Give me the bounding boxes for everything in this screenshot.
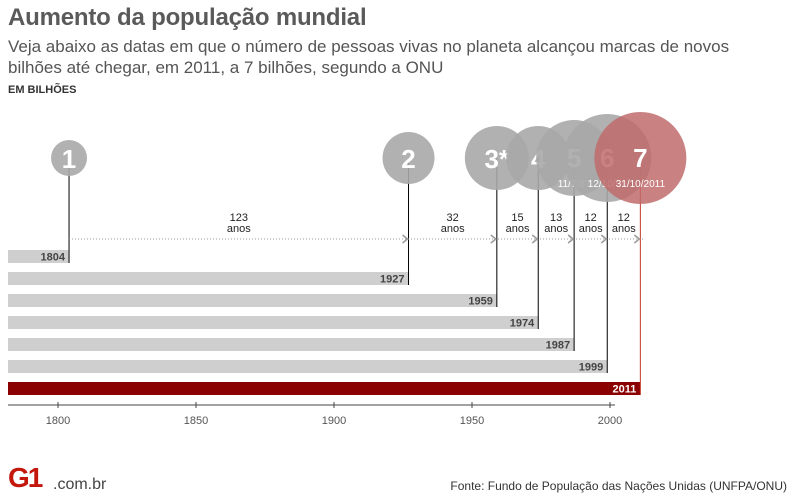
interval-unit: anos: [506, 223, 530, 235]
bar-year-label: 2011: [612, 384, 636, 396]
milestone-number: 2: [401, 144, 415, 174]
interval-unit: anos: [227, 223, 251, 235]
interval-unit: anos: [441, 223, 465, 235]
timeline-arrow: [567, 234, 575, 244]
population-chart: 1804192719591974198719992011123anos32ano…: [8, 112, 687, 427]
interval-unit: anos: [544, 223, 568, 235]
chart-subtitle: Veja abaixo as datas em que o número de …: [8, 37, 730, 77]
timeline-arrow: [490, 234, 498, 244]
bar: [8, 316, 539, 329]
bar: [8, 360, 608, 373]
interval-value: 32: [447, 212, 459, 224]
interval-value: 12: [585, 212, 597, 224]
milestone-number: 1: [62, 144, 76, 174]
interval-unit: anos: [579, 223, 603, 235]
g1-logo-domain: .com.br: [53, 476, 107, 493]
interval-unit: anos: [612, 223, 636, 235]
timeline-arrow: [600, 234, 608, 244]
timeline-arrow: [531, 234, 539, 244]
x-axis-tick-label: 1850: [184, 415, 208, 427]
chart-title: Aumento da população mundial: [8, 4, 367, 31]
g1-logo-mark: G1: [8, 462, 43, 493]
bar: [8, 272, 409, 285]
x-axis-tick-label: 1950: [460, 415, 484, 427]
bar: [8, 250, 70, 263]
bar-year-label: 1999: [579, 362, 603, 374]
interval-value: 123: [230, 212, 248, 224]
x-axis-tick-label: 1900: [322, 415, 346, 427]
milestone-circle: [382, 132, 435, 184]
interval-value: 15: [511, 212, 523, 224]
unit-label: EM BILHÕES: [8, 84, 77, 96]
milestone-number: 3*: [485, 144, 510, 174]
bar-year-label: 1974: [510, 318, 535, 330]
interval-value: 12: [618, 212, 630, 224]
bar: [8, 294, 497, 307]
timeline-arrow: [633, 234, 641, 244]
milestone-number: 7: [633, 143, 647, 173]
interval-value: 13: [550, 212, 562, 224]
bar-year-label: 1927: [380, 274, 404, 286]
x-axis-tick-label: 1800: [46, 415, 70, 427]
x-axis-tick-label: 2000: [598, 415, 622, 427]
bar-year-label: 1804: [41, 252, 66, 264]
bar-year-label: 1987: [546, 340, 570, 352]
source-note: Fonte: Fundo de População das Nações Uni…: [450, 479, 787, 493]
timeline-arrow: [402, 234, 409, 244]
milestone-date: 31/10/2011: [616, 179, 666, 190]
bar-year-label: 1959: [468, 296, 492, 308]
bar: [8, 338, 575, 351]
milestone-circle: [594, 112, 687, 204]
milestone-circle: [51, 140, 88, 176]
bar: [8, 382, 641, 395]
